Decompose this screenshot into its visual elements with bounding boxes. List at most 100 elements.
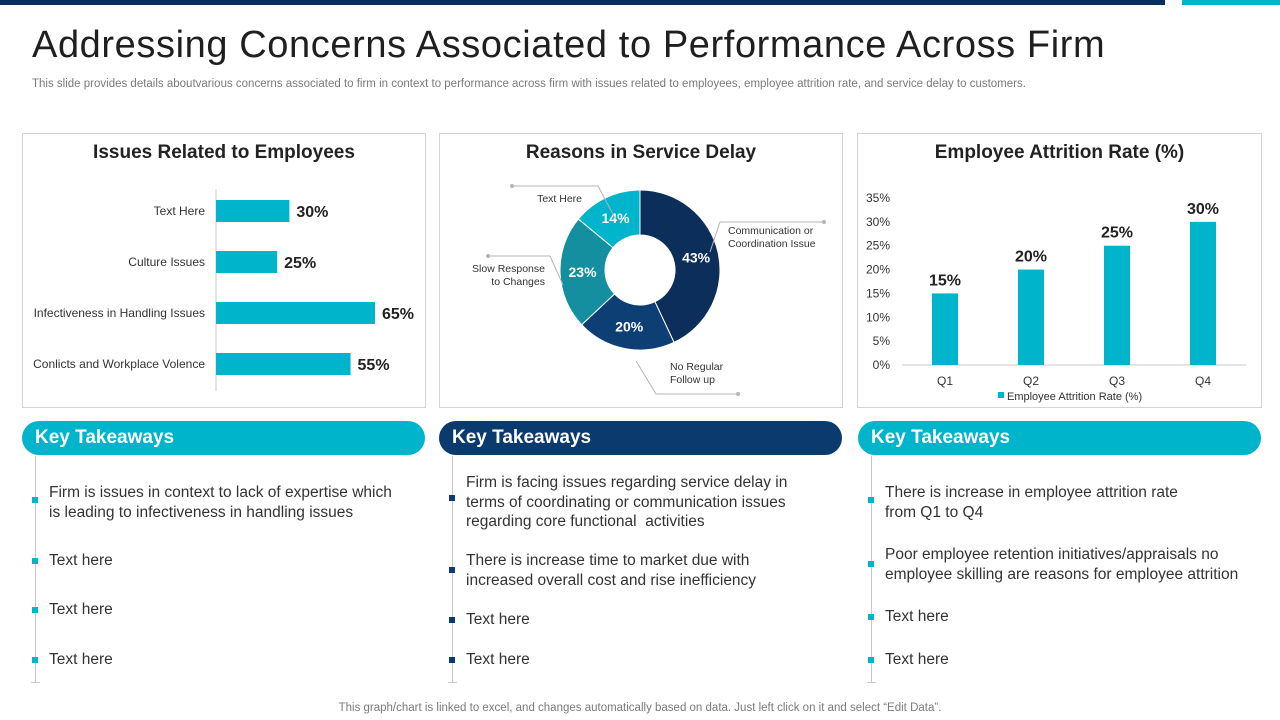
bullet-marker <box>449 617 455 623</box>
slice-value-label: 43% <box>682 249 711 265</box>
takeaway-item: Text here <box>466 611 530 628</box>
bar <box>1018 269 1044 365</box>
donut-slice <box>580 293 675 351</box>
timeline-cap <box>867 682 876 683</box>
value-label: 20% <box>1015 249 1047 266</box>
y-tick-label: 30% <box>866 215 890 229</box>
legend-label: Employee Attrition Rate (%) <box>1007 391 1142 403</box>
bullet-marker <box>449 495 455 501</box>
bar <box>216 353 351 375</box>
slice-annotation: Text Here <box>537 193 582 205</box>
takeaway-item: There is increase time to market due wit… <box>466 552 757 589</box>
issues-bar-chart[interactable]: Text Here 30% Culture Issues 25% Infectivene… <box>23 134 425 407</box>
donut-slice <box>639 189 721 344</box>
leader-line <box>635 360 738 395</box>
legend-swatch <box>998 392 1004 398</box>
takeaway-item: Poor employee retention initiatives/appr… <box>885 546 1239 583</box>
bullet-marker <box>32 497 38 503</box>
slice-annotation: Communication or <box>728 225 814 237</box>
chart-title: Issues Related to Employees <box>93 142 355 163</box>
page-subtitle: This slide provides details aboutvarious… <box>32 78 1026 90</box>
slice-value-label: 23% <box>569 264 598 280</box>
takeaway-item: There is increase in employee attrition … <box>885 484 1178 521</box>
bullet-marker <box>868 561 874 567</box>
takeaway-heading: Key Takeaways <box>452 427 592 448</box>
bar <box>932 293 958 365</box>
takeaway-item: Text here <box>466 651 530 668</box>
value-label: 15% <box>929 272 961 289</box>
leader-line <box>488 255 564 286</box>
value-label: 25% <box>1101 225 1133 242</box>
timeline-line <box>35 456 36 682</box>
timeline-line <box>871 456 872 682</box>
y-tick-label: 5% <box>873 334 891 348</box>
x-tick-label: Q2 <box>1023 374 1039 388</box>
y-tick-label: 20% <box>866 263 890 277</box>
leader-dot <box>736 392 740 396</box>
panel-service-delay[interactable]: Reasons in Service Delay 43% 20% 23% 14% Com… <box>439 133 843 408</box>
value-label: 25% <box>284 255 316 272</box>
bullet-marker <box>32 558 38 564</box>
attrition-bar-chart[interactable]: 0% 5% 10% 15% 20% 25% 30% 35% 15% Q1 20% Q2 25% Q3 30%… <box>858 134 1261 407</box>
y-tick-label: 15% <box>866 286 890 300</box>
takeaway-item: Text here <box>49 601 113 618</box>
category-label: Conlicts and Workplace Volence <box>33 357 205 371</box>
panel-attrition-rate[interactable]: Employee Attrition Rate (%) 0% 5% 10% 15% 20… <box>857 133 1262 408</box>
bullet-marker <box>32 657 38 663</box>
category-label: Culture Issues <box>128 255 205 269</box>
bar <box>216 200 290 222</box>
takeaway-heading: Key Takeaways <box>871 427 1011 448</box>
bullet-marker <box>32 607 38 613</box>
slice-annotation: to Changes <box>491 276 545 288</box>
value-label: 30% <box>296 204 328 221</box>
takeaway-header-2: Key Takeaways <box>439 421 842 455</box>
x-tick-label: Q3 <box>1109 374 1125 388</box>
takeaway-item: Text here <box>885 608 949 625</box>
leader-line <box>709 221 824 253</box>
takeaway-item: Firm is issues in context to lack of exp… <box>49 484 392 521</box>
x-tick-label: Q4 <box>1195 374 1211 388</box>
bar <box>1190 221 1216 365</box>
bullet-marker <box>868 497 874 503</box>
slice-annotation: No Regular <box>670 361 724 373</box>
takeaway-header-1: Key Takeaways <box>22 421 425 455</box>
bar <box>216 302 375 324</box>
leader-line <box>512 185 616 219</box>
bullet-marker <box>868 614 874 620</box>
chart-title: Employee Attrition Rate (%) <box>934 142 1185 163</box>
category-label: Infectiveness in Handling Issues <box>34 306 205 320</box>
top-accent-bar-light <box>1182 0 1280 5</box>
bullet-marker <box>449 657 455 663</box>
takeaway-item: Text here <box>49 651 113 668</box>
takeaway-item: Text here <box>49 552 113 569</box>
takeaway-heading: Key Takeaways <box>35 427 175 448</box>
footer-note: This graph/chart is linked to excel, and… <box>338 702 942 714</box>
slice-value-label: 20% <box>615 318 644 334</box>
bullet-marker <box>449 567 455 573</box>
takeaway-item: Firm is facing issues regarding service … <box>466 474 788 530</box>
value-label: 30% <box>1187 201 1219 218</box>
slice-value-label: 14% <box>602 210 631 226</box>
bullet-marker <box>868 657 874 663</box>
leader-dot <box>486 254 490 258</box>
takeaway-item: Text here <box>885 651 949 668</box>
value-label: 55% <box>358 357 390 374</box>
y-tick-label: 35% <box>866 191 890 205</box>
leader-dot <box>510 184 514 188</box>
y-tick-label: 25% <box>866 239 890 253</box>
bar <box>216 251 278 273</box>
slice-annotation: Coordination Issue <box>728 238 816 250</box>
bar <box>1104 245 1130 365</box>
y-tick-label: 10% <box>866 310 890 324</box>
value-label: 65% <box>382 306 414 323</box>
donut-slice <box>577 189 641 249</box>
page-title: Addressing Concerns Associated to Perfor… <box>32 24 1106 66</box>
panel-issues-employees[interactable]: Issues Related to Employees Text Here 30%… <box>22 133 426 408</box>
x-tick-label: Q1 <box>937 374 953 388</box>
service-delay-donut-chart[interactable]: 43% 20% 23% 14% Communication orCoordination… <box>440 134 842 407</box>
leader-dot <box>822 220 826 224</box>
slice-annotation: Follow up <box>670 374 715 386</box>
top-accent-bar <box>0 0 1165 5</box>
timeline-cap <box>31 682 40 683</box>
donut-slice <box>559 218 616 326</box>
